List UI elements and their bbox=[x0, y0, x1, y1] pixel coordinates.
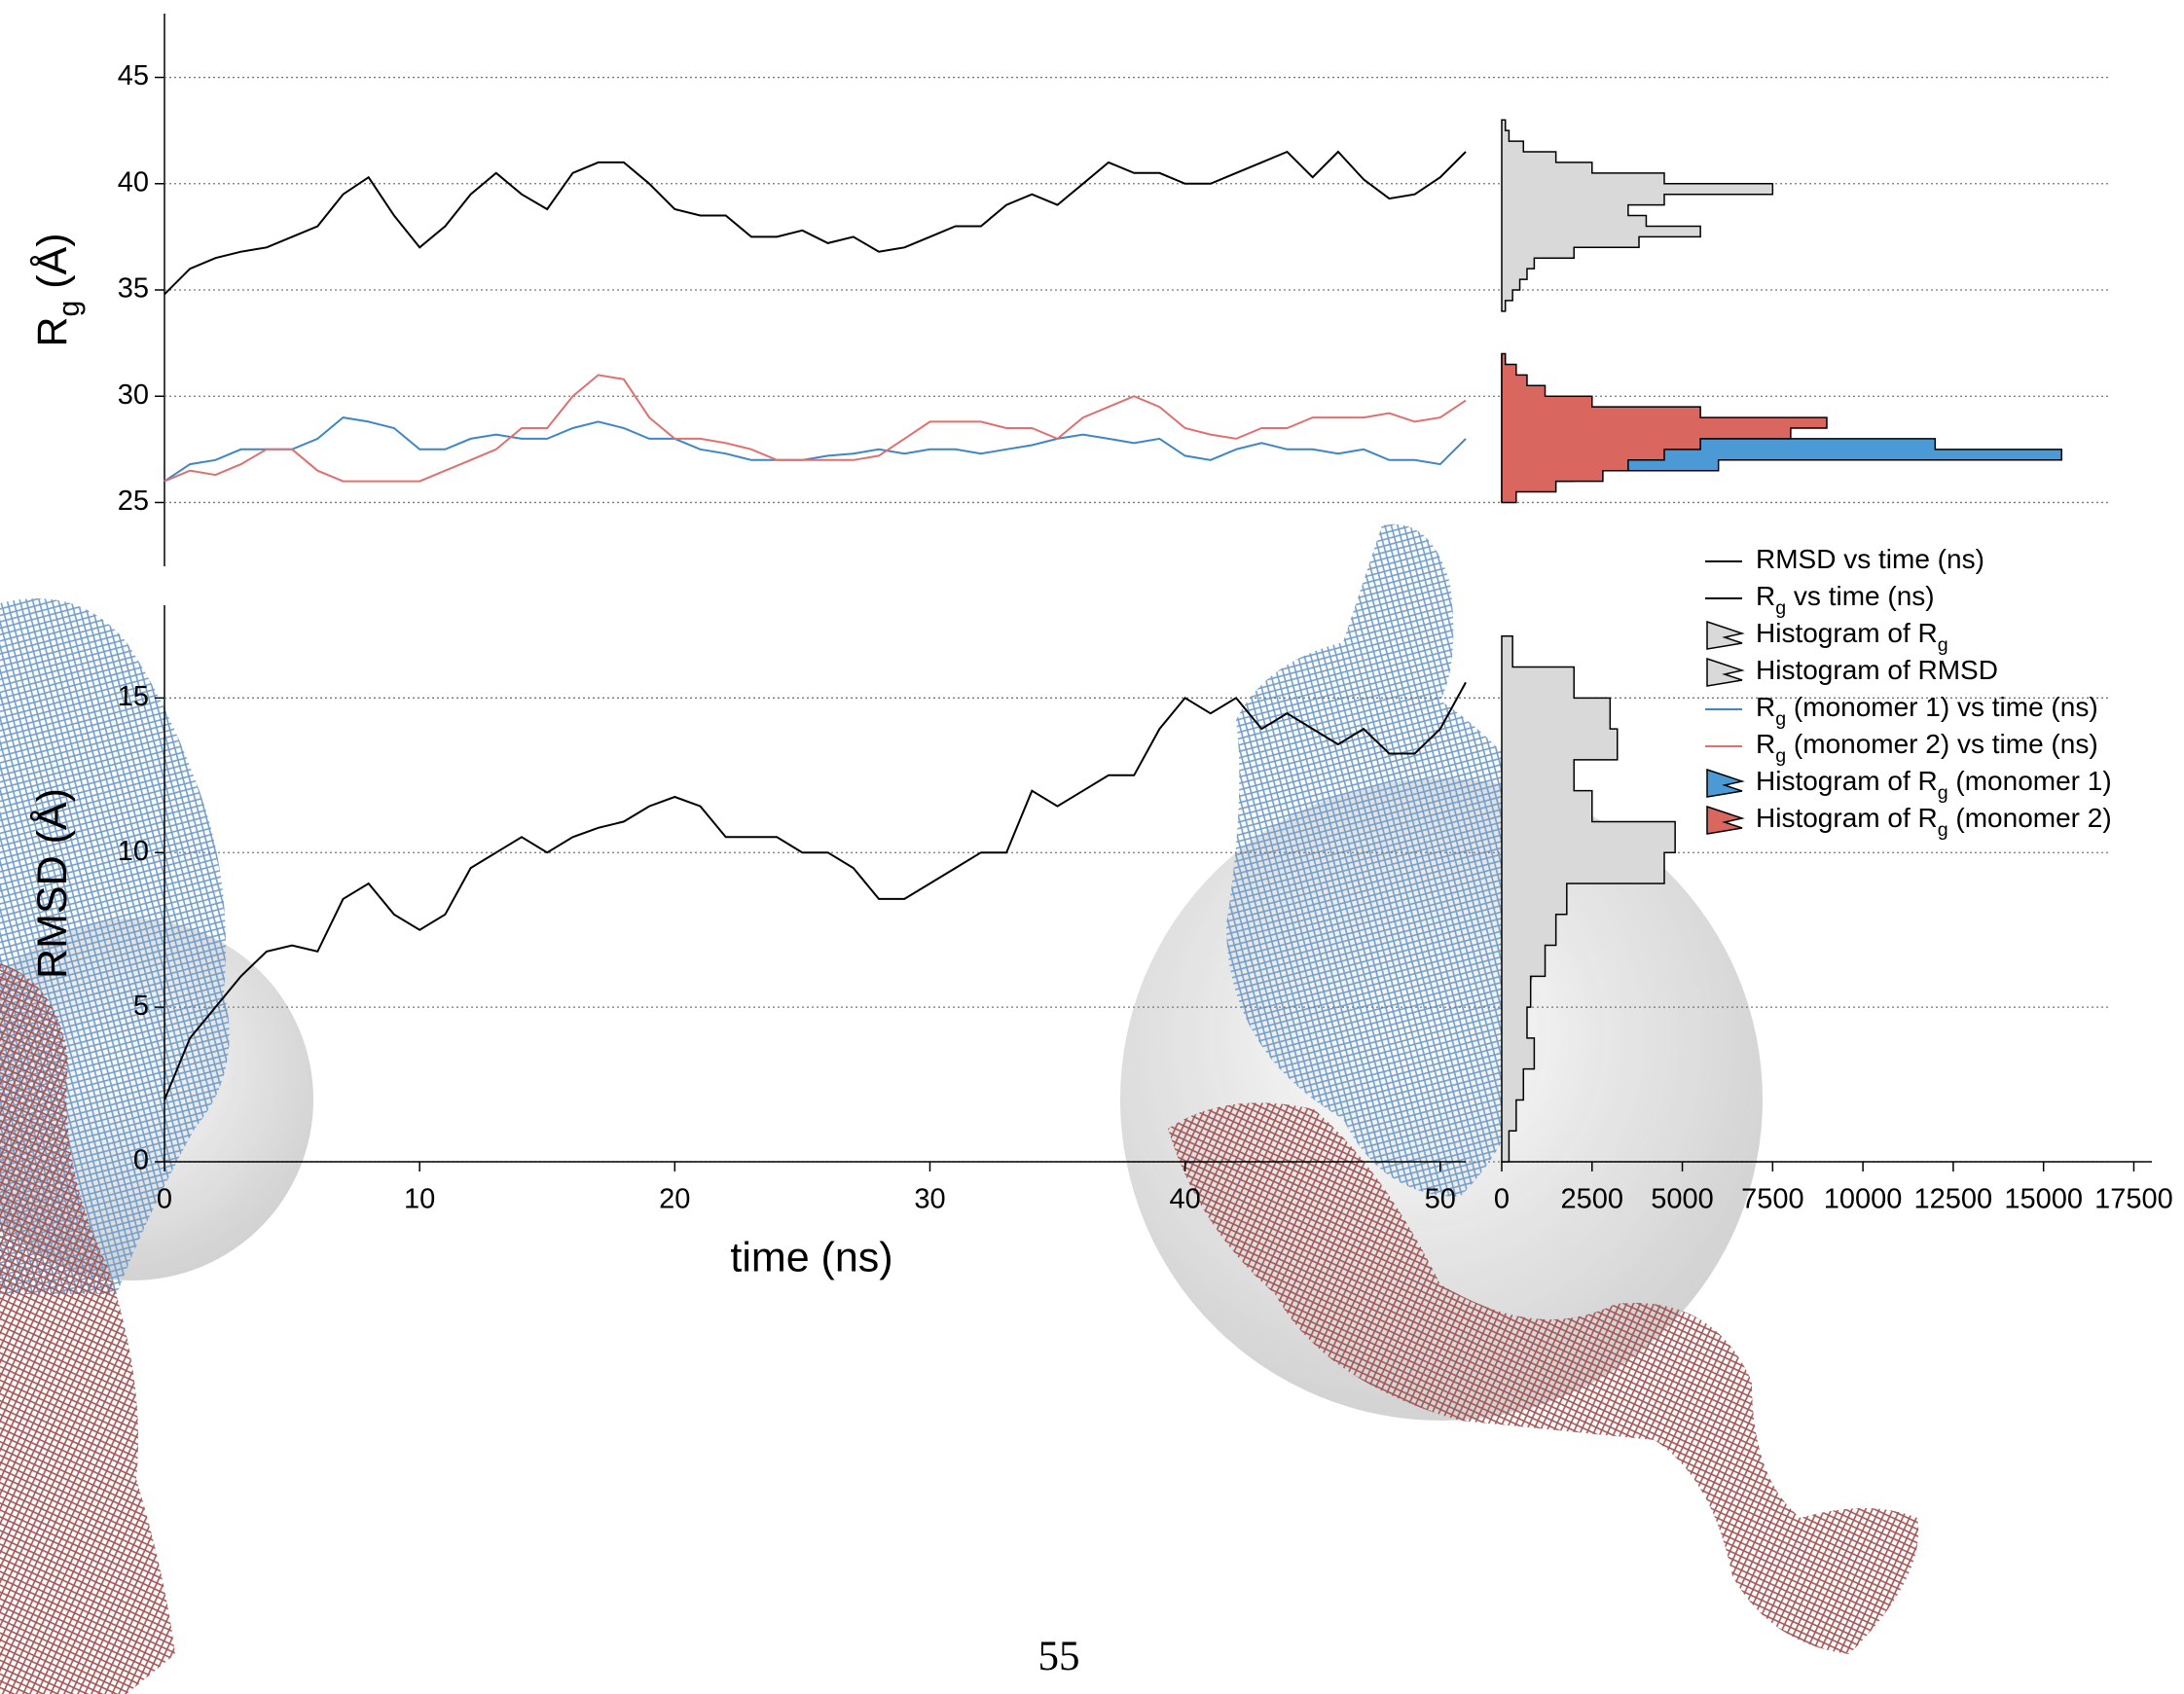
y-tick-label: 25 bbox=[118, 486, 149, 517]
y-axis-title-part: (Å) bbox=[29, 233, 76, 300]
data-line bbox=[164, 374, 1467, 483]
legend-label-part: g bbox=[1775, 708, 1786, 730]
x-tick-label: 40 bbox=[1169, 1184, 1200, 1215]
data-line bbox=[164, 681, 1467, 1100]
legend-label: Histogram of Rg (monomer 1) bbox=[1756, 766, 2112, 804]
legend-label-part: vs time (ns) bbox=[1786, 581, 1934, 611]
molecule-right bbox=[1120, 523, 1919, 1654]
legend-label-part: R bbox=[1756, 729, 1775, 759]
x-tick-label: 0 bbox=[157, 1184, 172, 1215]
legend-label: Rg vs time (ns) bbox=[1756, 581, 1935, 619]
y-axis-title: Rg (Å) bbox=[29, 233, 86, 346]
legend-label-part: (monomer 2) vs time (ns) bbox=[1786, 729, 2098, 759]
legend-label-part: (monomer 1) bbox=[1948, 766, 2112, 796]
y-tick-label: 30 bbox=[118, 379, 149, 411]
legend-swatch bbox=[1706, 657, 1745, 687]
x-tick-label: 12500 bbox=[1914, 1184, 1993, 1215]
y-tick-label: 0 bbox=[133, 1145, 149, 1176]
y-tick-label: 15 bbox=[118, 681, 149, 712]
histogram bbox=[1501, 635, 1676, 1163]
x-tick-label: 2500 bbox=[1561, 1184, 1624, 1215]
y-tick-label: 5 bbox=[133, 991, 149, 1022]
x-tick-label: 50 bbox=[1425, 1184, 1456, 1215]
legend-label-part: Histogram of R bbox=[1756, 766, 1938, 796]
legend-label-part: R bbox=[1756, 581, 1775, 611]
page-number: 55 bbox=[1038, 1634, 1080, 1679]
x-axis-title: time (ns) bbox=[730, 1234, 892, 1280]
x-tick-label: 10000 bbox=[1824, 1184, 1903, 1215]
legend-label: Histogram of Rg (monomer 2) bbox=[1756, 803, 2112, 841]
legend-label-part: g bbox=[1938, 634, 1948, 656]
y-tick-label: 40 bbox=[118, 166, 149, 198]
x-tick-label: 30 bbox=[914, 1184, 945, 1215]
legend-swatch bbox=[1706, 620, 1745, 650]
x-tick-label: 0 bbox=[1494, 1184, 1510, 1215]
legend-swatch bbox=[1706, 805, 1745, 835]
x-tick-label: 10 bbox=[404, 1184, 435, 1215]
legend-label-part: R bbox=[1756, 692, 1775, 722]
legend-label-part: g bbox=[1938, 782, 1948, 804]
x-tick-label: 7500 bbox=[1741, 1184, 1804, 1215]
y-tick-label: 10 bbox=[118, 836, 149, 867]
data-line bbox=[164, 416, 1467, 483]
x-tick-label: 5000 bbox=[1651, 1184, 1714, 1215]
legend-label-part: RMSD vs time (ns) bbox=[1756, 544, 1984, 574]
data-line bbox=[164, 150, 1467, 296]
x-tick-label: 20 bbox=[659, 1184, 690, 1215]
y-axis-title-part: R bbox=[29, 316, 76, 346]
histogram bbox=[1501, 352, 1828, 504]
legend-label-part: (monomer 2) bbox=[1948, 803, 2112, 833]
legend-label-part: (monomer 1) vs time (ns) bbox=[1786, 692, 2098, 722]
x-tick-label: 15000 bbox=[2004, 1184, 2083, 1215]
legend-label: Histogram of RMSD bbox=[1756, 655, 1998, 685]
legend-label: Rg (monomer 2) vs time (ns) bbox=[1756, 729, 2098, 767]
y-axis-title: RMSD (Å) bbox=[29, 788, 76, 979]
legend-label-part: Histogram of R bbox=[1756, 803, 1938, 833]
legend-label-part: Histogram of RMSD bbox=[1756, 655, 1998, 685]
legend-swatch bbox=[1706, 768, 1745, 798]
legend-label-part: g bbox=[1775, 745, 1786, 767]
legend-label-part: g bbox=[1775, 597, 1786, 619]
legend-label: Rg (monomer 1) vs time (ns) bbox=[1756, 692, 2098, 730]
molecule-left bbox=[0, 598, 313, 1694]
y-tick-label: 45 bbox=[118, 60, 149, 91]
legend-label-part: g bbox=[1938, 819, 1948, 841]
legend-label: RMSD vs time (ns) bbox=[1756, 544, 1984, 574]
histogram bbox=[1501, 119, 1774, 312]
legend-label: Histogram of Rg bbox=[1756, 618, 1948, 656]
legend-label-part: Histogram of R bbox=[1756, 618, 1938, 648]
y-axis-title-part: RMSD (Å) bbox=[29, 788, 76, 979]
y-axis-title-part: g bbox=[54, 301, 86, 317]
y-tick-label: 35 bbox=[118, 273, 149, 305]
x-tick-label: 17500 bbox=[2094, 1184, 2173, 1215]
